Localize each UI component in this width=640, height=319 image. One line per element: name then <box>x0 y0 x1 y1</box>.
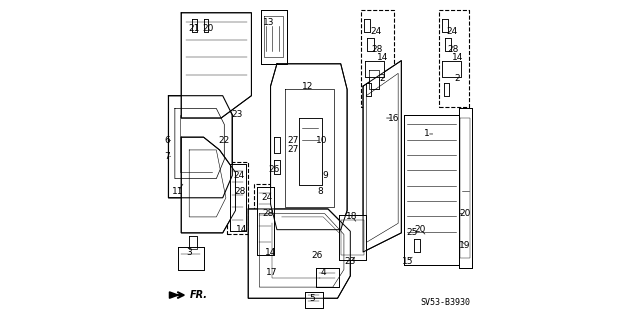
Polygon shape <box>204 19 209 32</box>
Text: 24: 24 <box>370 27 381 36</box>
Polygon shape <box>271 64 347 230</box>
Text: 28: 28 <box>262 209 274 218</box>
Text: 3: 3 <box>186 248 192 256</box>
Polygon shape <box>367 38 374 51</box>
Text: 13: 13 <box>263 18 275 27</box>
Text: 24: 24 <box>447 27 458 36</box>
Polygon shape <box>248 209 350 298</box>
Text: 15: 15 <box>402 257 413 266</box>
Polygon shape <box>181 137 236 233</box>
Text: 28: 28 <box>234 187 245 196</box>
Polygon shape <box>365 61 384 77</box>
Text: 23: 23 <box>344 257 356 266</box>
Text: 11: 11 <box>172 187 184 196</box>
Bar <box>361 10 394 107</box>
Text: 2: 2 <box>380 74 385 83</box>
Text: 28: 28 <box>371 45 383 54</box>
Polygon shape <box>445 38 451 51</box>
Text: 20: 20 <box>415 225 426 234</box>
Bar <box>227 162 248 234</box>
Text: 8: 8 <box>317 187 323 196</box>
Polygon shape <box>442 19 448 32</box>
Text: 27: 27 <box>287 145 299 154</box>
Text: 28: 28 <box>447 45 459 54</box>
Polygon shape <box>178 247 204 270</box>
Polygon shape <box>414 239 420 252</box>
Text: 24: 24 <box>233 171 244 180</box>
Text: 16: 16 <box>388 114 399 122</box>
Text: 14: 14 <box>265 248 276 256</box>
Text: 17: 17 <box>266 268 278 277</box>
Polygon shape <box>316 268 339 287</box>
Bar <box>254 184 276 258</box>
Polygon shape <box>189 236 197 249</box>
Text: 25: 25 <box>407 228 418 237</box>
Polygon shape <box>181 13 252 118</box>
Text: 4: 4 <box>321 268 326 277</box>
Polygon shape <box>274 160 280 174</box>
Text: 1: 1 <box>424 130 429 138</box>
Text: 7: 7 <box>164 152 170 161</box>
Polygon shape <box>300 118 321 185</box>
Text: 24: 24 <box>262 193 273 202</box>
Text: 5: 5 <box>309 294 315 303</box>
Text: 26: 26 <box>311 251 323 260</box>
Polygon shape <box>168 96 232 198</box>
Text: 6: 6 <box>164 136 170 145</box>
Text: 10: 10 <box>316 136 327 145</box>
Text: 26: 26 <box>268 165 280 174</box>
Text: 14: 14 <box>376 53 388 62</box>
Text: SV53-B3930: SV53-B3930 <box>420 298 470 307</box>
Text: 14: 14 <box>236 225 248 234</box>
Polygon shape <box>339 215 366 260</box>
Text: 20: 20 <box>460 209 471 218</box>
Text: 14: 14 <box>451 53 463 62</box>
Polygon shape <box>444 83 449 96</box>
Polygon shape <box>459 108 472 268</box>
Polygon shape <box>230 164 246 231</box>
Text: 9: 9 <box>322 171 328 180</box>
Text: 27: 27 <box>287 136 299 145</box>
Text: 23: 23 <box>232 110 243 119</box>
Polygon shape <box>369 70 379 89</box>
Polygon shape <box>442 61 461 77</box>
Polygon shape <box>364 19 371 32</box>
Polygon shape <box>170 292 178 298</box>
Text: 20: 20 <box>203 24 214 33</box>
Text: FR.: FR. <box>190 290 208 300</box>
Text: 19: 19 <box>460 241 471 250</box>
Text: 21: 21 <box>188 24 200 33</box>
Bar <box>439 10 469 107</box>
Polygon shape <box>404 115 459 265</box>
Polygon shape <box>366 83 371 96</box>
Polygon shape <box>261 10 287 64</box>
Polygon shape <box>257 187 274 255</box>
Text: 18: 18 <box>346 212 358 221</box>
Polygon shape <box>305 292 323 308</box>
Text: 22: 22 <box>219 136 230 145</box>
Polygon shape <box>274 137 280 153</box>
Text: 12: 12 <box>301 82 313 91</box>
Text: 2: 2 <box>454 74 460 83</box>
Polygon shape <box>363 61 401 252</box>
Polygon shape <box>193 19 197 32</box>
